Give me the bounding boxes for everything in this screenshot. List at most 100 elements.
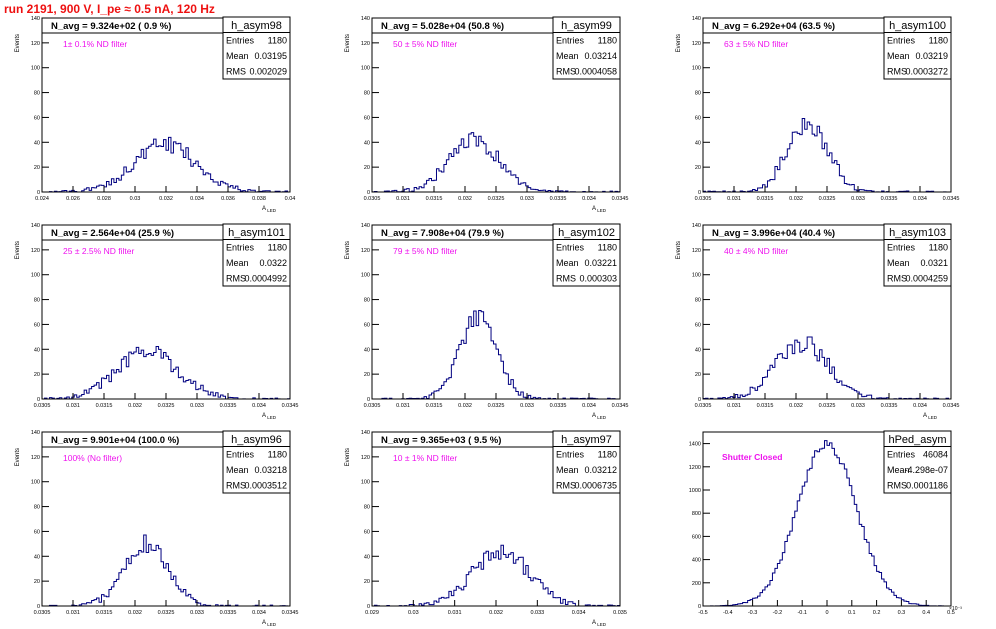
y-tick-label: 40 — [364, 554, 370, 560]
stats-label: Entries — [556, 450, 585, 460]
stats-label: RMS — [226, 274, 246, 284]
y-tick-label: 100 — [361, 480, 370, 486]
stats-label: Mean — [887, 465, 910, 475]
histogram-pad-h_asym102: 0 20 40 60 80 100 120 140 0.0305 0.031 0.0315 0.032… — [330, 217, 660, 422]
y-axis-label: Events — [15, 34, 21, 52]
x-tick-label: 0.032 — [789, 196, 803, 202]
stats-value: 1180 — [929, 243, 948, 253]
y-tick-label: 100 — [692, 66, 701, 72]
y-tick-label: 0 — [367, 604, 370, 610]
x-tick-label: 0 — [825, 610, 828, 616]
y-tick-label: 800 — [692, 511, 701, 517]
x-tick-label: 0.0305 — [364, 403, 381, 409]
y-tick-label: 0 — [367, 190, 370, 196]
stats-label: RMS — [556, 274, 576, 284]
stats-label: Entries — [887, 243, 916, 253]
x-tick-label: 0.031 — [448, 610, 462, 616]
x-tick-label: 0.0305 — [34, 403, 51, 409]
y-tick-label: 140 — [692, 223, 701, 229]
y-tick-label: 0 — [37, 190, 40, 196]
y-tick-label: 80 — [695, 298, 701, 304]
y-tick-label: 80 — [34, 505, 40, 511]
stats-box — [552, 16, 621, 80]
title-box — [702, 17, 885, 34]
filter-note: 10 ± 1% ND filter — [393, 453, 457, 463]
filter-note: 50 ± 5% ND filter — [393, 39, 457, 49]
x-tick-label: 0.033 — [520, 196, 534, 202]
filter-note: 63 ± 5% ND filter — [724, 39, 788, 49]
x-tick-label: 0.0335 — [550, 196, 567, 202]
histogram-svg: 0 20 40 60 80 100 120 140 0.0305 0.031 0.0315 0.032… — [676, 223, 959, 420]
y-tick-label: 60 — [34, 322, 40, 328]
title-text: N_avg = 2.564e+04 (25.9 %) — [51, 228, 174, 239]
x-tick-label: 0.026 — [66, 196, 80, 202]
y-axis-label: Events — [345, 448, 351, 466]
histogram-line — [702, 440, 951, 607]
y-tick-label: 40 — [34, 140, 40, 146]
y-tick-label: 100 — [31, 66, 40, 72]
filter-note: 1± 0.1% ND filter — [63, 39, 127, 49]
stats-value: -4.298e-07 — [904, 465, 948, 475]
x-tick-label: 0.0335 — [881, 403, 898, 409]
y-tick-label: 20 — [364, 579, 370, 585]
x-axis-label: A LED — [592, 413, 607, 420]
x-axis-label-sub: LED — [596, 622, 607, 627]
x-tick-label: 0.031 — [727, 403, 741, 409]
histogram-pad-h_asym100: 0 20 40 60 80 100 120 140 0.0305 0.031 0.0315 0.032… — [661, 10, 991, 215]
stats-box — [222, 16, 291, 80]
histogram-name: h_asym99 — [561, 20, 612, 32]
stats-label: Mean — [887, 51, 910, 61]
histogram-name: h_asym103 — [889, 227, 946, 239]
title-box — [371, 224, 554, 241]
y-tick-label: 80 — [364, 298, 370, 304]
y-tick-label: 80 — [364, 505, 370, 511]
y-tick-label: 60 — [34, 529, 40, 535]
x-axis-label: A LED — [262, 206, 277, 213]
histogram-pad-h_asym101: 0 20 40 60 80 100 120 140 0.0305 0.031 0.0315 0.032… — [0, 217, 330, 422]
y-axis-label: Events — [15, 241, 21, 259]
x-tick-label: 0.4 — [922, 610, 930, 616]
histogram-line — [372, 544, 621, 607]
histogram-svg: 0 20 40 60 80 100 120 140 0.0305 0.031 0.0315 0.032… — [676, 16, 960, 202]
histogram-line — [702, 117, 951, 193]
x-tick-label: 0.0305 — [364, 196, 381, 202]
y-tick-label: 400 — [692, 558, 701, 564]
stats-label: Mean — [226, 465, 249, 475]
title-text: N_avg = 7.908e+04 (79.9 %) — [381, 228, 504, 239]
y-tick-label: 20 — [695, 372, 701, 378]
y-tick-label: 140 — [361, 223, 370, 229]
stats-label: Mean — [556, 258, 579, 268]
stats-box — [222, 223, 291, 287]
y-tick-label: 0 — [698, 397, 701, 403]
x-tick-label: 0.0345 — [943, 196, 960, 202]
x-tick-label: 0.0305 — [695, 403, 712, 409]
y-axis-label: Events — [345, 34, 351, 52]
y-tick-label: 0 — [367, 397, 370, 403]
x-tick-label: 0.031 — [66, 610, 80, 616]
histogram-svg: 0 200 400 600 800 1000 1200 1400 -0.5 -0.4 -0.3 -0.… — [689, 430, 962, 616]
title-box — [41, 224, 224, 241]
x-tick-label: 0.0315 — [96, 403, 113, 409]
x-tick-label: 0.1 — [848, 610, 856, 616]
stats-box — [883, 223, 952, 287]
y-tick-label: 100 — [692, 273, 701, 279]
x-axis-label: A LED — [262, 620, 277, 627]
x-axis-label-sub: LED — [266, 415, 277, 420]
stats-label: RMS — [556, 481, 576, 491]
title-text: N_avg = 9.901e+04 (100.0 %) — [51, 435, 179, 446]
x-tick-label: 0.024 — [35, 196, 49, 202]
histogram-line — [702, 336, 952, 400]
y-tick-label: 120 — [31, 248, 40, 254]
y-tick-label: 120 — [361, 41, 370, 47]
y-tick-label: 20 — [34, 165, 40, 171]
stats-value: 0.0001186 — [906, 481, 948, 491]
x-tick-label: 0.034 — [252, 403, 266, 409]
x-tick-label: 0.0345 — [282, 403, 299, 409]
stats-label: RMS — [887, 274, 907, 284]
y-tick-label: 100 — [361, 273, 370, 279]
x-tick-label: 0.033 — [851, 403, 865, 409]
stats-value: 0.03212 — [584, 465, 617, 475]
histogram-name: h_asym96 — [231, 434, 282, 446]
stats-value: 0.03221 — [584, 258, 617, 268]
y-tick-label: 600 — [692, 534, 701, 540]
